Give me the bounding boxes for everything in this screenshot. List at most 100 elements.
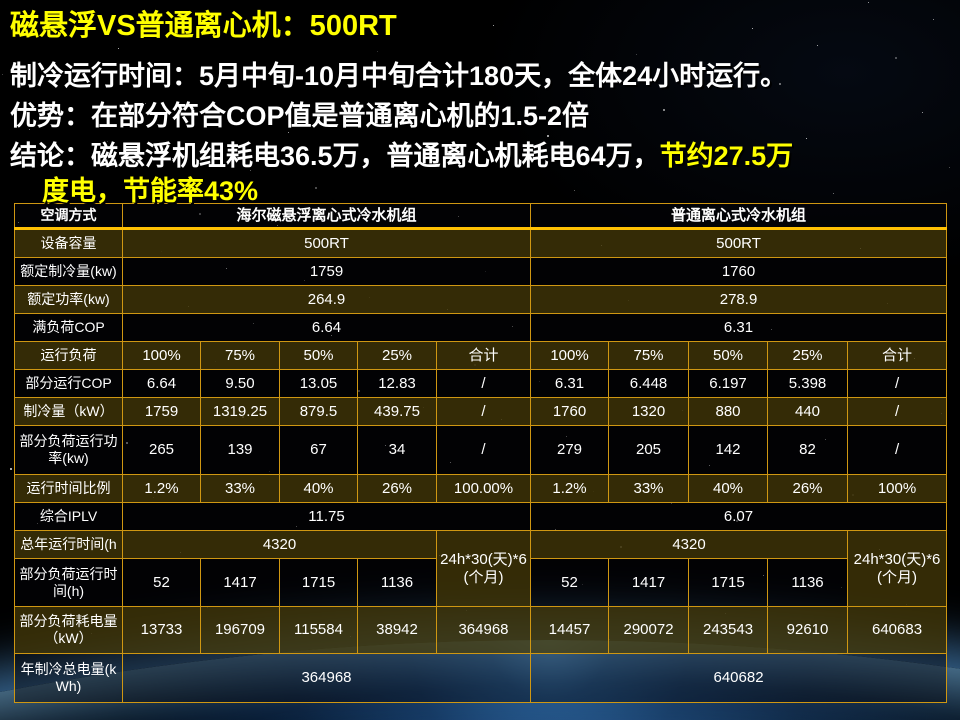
- table-cell: 6.64: [122, 369, 201, 398]
- table-section-header: 海尔磁悬浮离心式冷水机组: [121, 203, 532, 230]
- star-dot: [404, 106, 405, 107]
- table-cell: 1.2%: [122, 474, 201, 503]
- star-dot: [949, 167, 950, 168]
- table-row-label: 额定功率(kw): [14, 285, 123, 314]
- star-dot: [80, 86, 81, 87]
- table-cell: 1.2%: [530, 474, 610, 503]
- star-dot: [288, 132, 289, 133]
- star-dot: [261, 77, 262, 78]
- table-cell: 33%: [200, 474, 280, 503]
- star-dot: [377, 51, 378, 52]
- table-cell: 439.75: [357, 397, 437, 426]
- star-dot: [933, 19, 934, 20]
- table-cell: 25%: [357, 341, 437, 370]
- intro-line-conclusion: 结论：磁悬浮机组耗电36.5万，普通离心机耗电64万，节约27.5万: [10, 134, 793, 173]
- table-row-label: 总年运行时间(h: [14, 530, 123, 559]
- table-cell: 1319.25: [200, 397, 280, 426]
- table-cell: 6.64: [121, 313, 532, 342]
- table-cell: 1320: [608, 397, 690, 426]
- table-cell: 100.00%: [435, 474, 532, 503]
- star-dot: [172, 158, 173, 159]
- table-cell: /: [847, 425, 948, 475]
- table-cell: 279: [530, 425, 610, 475]
- table-section-header: 普通离心式冷水机组: [530, 203, 948, 230]
- table-cell: 1136: [767, 558, 849, 607]
- table-cell: /: [847, 369, 948, 398]
- table-row-label: 部分负荷运行时间(h): [14, 558, 123, 607]
- table-cell: 6.07: [530, 502, 948, 531]
- star-dot: [922, 112, 923, 113]
- star-dot: [547, 135, 549, 137]
- star-dot: [10, 468, 12, 470]
- table-cell: /: [435, 397, 532, 426]
- table-cell: 880: [688, 397, 769, 426]
- table-cell: 52: [530, 558, 610, 607]
- star-dot: [779, 83, 781, 85]
- table-cell: 25%: [767, 341, 849, 370]
- table-cell: /: [435, 369, 532, 398]
- table-cell: 14457: [530, 606, 610, 654]
- star-dot: [53, 31, 55, 33]
- table-cell: 364968: [435, 606, 532, 654]
- table-cell: 40%: [688, 474, 769, 503]
- table-row-label: 综合IPLV: [14, 502, 123, 531]
- star-dot: [145, 103, 146, 104]
- star-dot: [895, 57, 897, 59]
- star-dot: [806, 138, 807, 139]
- table-row-label: 设备容量: [14, 228, 123, 258]
- table-cell: 205: [608, 425, 690, 475]
- table-cell: 364968: [121, 653, 532, 703]
- star-dot: [663, 109, 665, 111]
- table-cell: 1759: [121, 257, 532, 286]
- table-cell: 11.75: [121, 502, 532, 531]
- table-cell: 290072: [608, 606, 690, 654]
- table-cell: 33%: [608, 474, 690, 503]
- star-dot: [134, 196, 135, 197]
- table-cell: 100%: [847, 474, 948, 503]
- star-dot: [833, 193, 834, 194]
- table-cell: 24h*30(天)*6(个月): [847, 530, 948, 607]
- star-dot: [752, 28, 753, 29]
- table-cell: 142: [688, 425, 769, 475]
- table-row-label: 满负荷COP: [14, 313, 123, 342]
- table-cell: 264.9: [121, 285, 532, 314]
- comparison-table-container: 空调方式 海尔磁悬浮离心式冷水机组 普通离心式冷水机组 设备容量 500RT 500RT 额…: [14, 203, 948, 703]
- table-cell: /: [435, 425, 532, 475]
- intro-line-runtime: 制冷运行时间：5月中旬-10月中旬合计180天，全体24小时运行。: [10, 61, 788, 91]
- table-cell: 640682: [530, 653, 948, 703]
- table-cell: 1760: [530, 257, 948, 286]
- table-cell: 24h*30(天)*6(个月): [435, 530, 532, 607]
- table-cell: 13733: [122, 606, 201, 654]
- table-cell: 1136: [357, 558, 437, 607]
- table-cell: 1759: [122, 397, 201, 426]
- table-row-label: 部分负荷耗电量（kW）: [14, 606, 123, 654]
- table-cell: 67: [279, 425, 358, 475]
- table-cell: 4320: [530, 530, 849, 559]
- table-row-label: 运行时间比例: [14, 474, 123, 503]
- table-cell: 75%: [200, 341, 280, 370]
- table-cell: 1417: [200, 558, 280, 607]
- table-cell: 6.31: [530, 313, 948, 342]
- intro-line-advantage: 优势：在部分符合COP值是普通离心机的1.5-2倍: [10, 101, 590, 131]
- table-cell: 26%: [767, 474, 849, 503]
- star-dot: [636, 54, 637, 55]
- table-cell: 6.197: [688, 369, 769, 398]
- table-cell: 50%: [688, 341, 769, 370]
- table-cell: 5.398: [767, 369, 849, 398]
- star-dot: [234, 22, 235, 23]
- table-cell: 139: [200, 425, 280, 475]
- star-dot: [520, 80, 521, 81]
- star-dot: [817, 45, 818, 46]
- table-cell: 100%: [122, 341, 201, 370]
- table-cell: 1417: [608, 558, 690, 607]
- table-cell: 500RT: [121, 228, 532, 258]
- star-dot: [29, 129, 30, 130]
- star-dot: [493, 25, 494, 26]
- table-cell: 40%: [279, 474, 358, 503]
- star-dot: [118, 48, 119, 49]
- table-cell: 合计: [847, 341, 948, 370]
- star-dot: [107, 141, 108, 142]
- table-cell: 278.9: [530, 285, 948, 314]
- star-dot: [690, 164, 691, 165]
- table-cell: 115584: [279, 606, 358, 654]
